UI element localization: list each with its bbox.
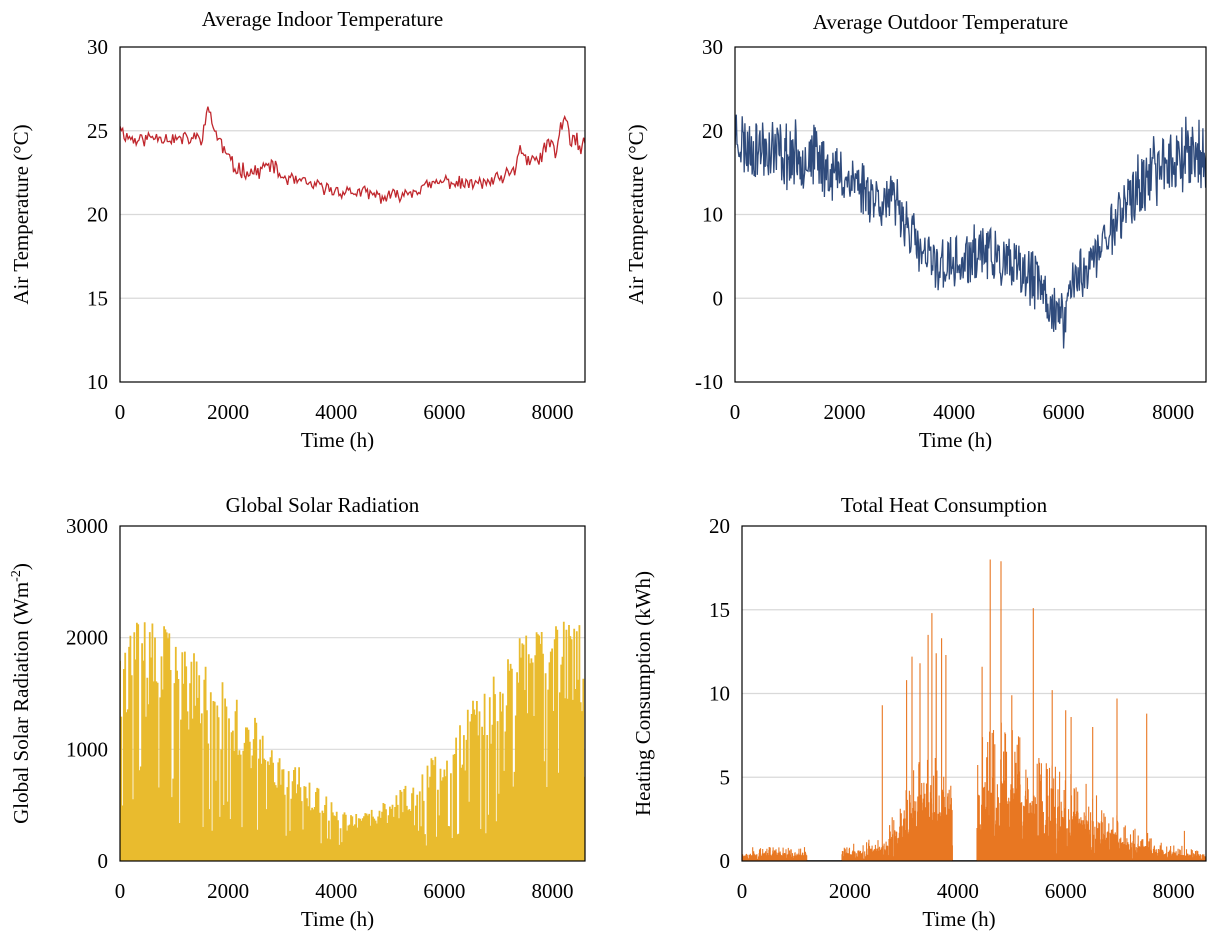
y-tick-label: 30 (87, 35, 108, 59)
y-tick-label: 30 (702, 35, 723, 59)
y-tick-label: 20 (702, 119, 723, 143)
x-tick-label: 8000 (1152, 400, 1194, 424)
chart-title: Total Heat Consumption (841, 493, 1048, 517)
y-tick-label: 20 (709, 514, 730, 538)
plot-area-frame (119, 46, 586, 383)
y-axis-label: Heating Consumption (kWh) (631, 571, 655, 816)
x-tick-label: 6000 (423, 879, 465, 903)
x-tick-label: 6000 (1043, 400, 1085, 424)
x-tick-label: 0 (115, 879, 126, 903)
chart-title: Average Outdoor Temperature (813, 10, 1068, 34)
series-heat (742, 559, 1206, 861)
series-spikes (742, 559, 1206, 861)
y-tick-label: 25 (87, 119, 108, 143)
series-outdoor (735, 114, 1206, 349)
y-tick-label: 5 (720, 765, 731, 789)
y-tick-label: 1000 (66, 737, 108, 761)
x-tick-label: 6000 (1045, 879, 1087, 903)
y-tick-label: 15 (709, 598, 730, 622)
series-indoor (120, 106, 585, 204)
x-tick-label: 4000 (937, 879, 979, 903)
series-bars (120, 621, 585, 861)
y-tick-label: 10 (702, 203, 723, 227)
plot-area-frame (734, 46, 1207, 383)
x-tick-label: 4000 (933, 400, 975, 424)
x-axis-label: Time (h) (301, 428, 374, 452)
y-tick-label: 3000 (66, 514, 108, 538)
x-tick-label: 8000 (1153, 879, 1195, 903)
series-solar (120, 621, 585, 861)
y-axis-label-tail: ) (9, 563, 33, 570)
x-tick-label: 2000 (207, 400, 249, 424)
x-tick-label: 2000 (824, 400, 866, 424)
x-tick-label: 0 (115, 400, 126, 424)
series-line (120, 106, 585, 204)
chart-title: Global Solar Radiation (226, 493, 420, 517)
x-tick-label: 4000 (315, 879, 357, 903)
y-axis-label: Air Temperature (°C) (624, 124, 648, 304)
y-tick-label: 0 (98, 849, 109, 873)
y-tick-label: -10 (695, 370, 723, 394)
series-line (735, 114, 1206, 349)
y-tick-label: 2000 (66, 626, 108, 650)
chart-solar: 0 1000 2000 3000 0 2000 4000 6000 8000 Global Sol… (9, 493, 586, 931)
x-tick-label: 6000 (423, 400, 465, 424)
chart-indoor: 10 15 20 25 30 0 2000 4000 6000 8000 Average Indoo… (9, 7, 586, 452)
y-axis-label-superscript: -2 (9, 570, 24, 582)
y-axis-label-main: Heating Consumption (kWh) (631, 571, 655, 816)
y-tick-label: 10 (87, 370, 108, 394)
x-tick-label: 0 (737, 879, 748, 903)
y-axis-label-main: Air Temperature (°C) (624, 124, 648, 304)
plot-area-frame (741, 525, 1207, 862)
x-tick-label: 8000 (532, 400, 574, 424)
x-tick-label: 0 (730, 400, 741, 424)
y-axis-label-main: Air Temperature (°C) (9, 124, 33, 304)
x-axis-label: Time (h) (922, 907, 995, 931)
x-axis-label: Time (h) (919, 428, 992, 452)
y-axis-label: Global Solar Radiation (Wm-2) (9, 563, 33, 824)
y-axis-label-main: Global Solar Radiation (Wm (9, 582, 33, 824)
y-tick-label: 10 (709, 682, 730, 706)
y-tick-label: 0 (720, 849, 731, 873)
x-tick-label: 2000 (207, 879, 249, 903)
chart-title: Average Indoor Temperature (202, 7, 443, 31)
chart-outdoor: -10 0 10 20 30 0 2000 4000 6000 8000 Average Outdo… (624, 10, 1207, 452)
chart-heat: 0 5 10 15 20 0 2000 4000 6000 8000 Total Heat Cons… (631, 493, 1207, 931)
y-axis-label: Air Temperature (°C) (9, 124, 33, 304)
plot-area-frame (119, 525, 586, 862)
x-tick-label: 8000 (532, 879, 574, 903)
y-tick-label: 20 (87, 203, 108, 227)
x-tick-label: 4000 (315, 400, 357, 424)
y-tick-label: 15 (87, 286, 108, 310)
x-tick-label: 2000 (829, 879, 871, 903)
x-axis-label: Time (h) (301, 907, 374, 931)
y-tick-label: 0 (713, 286, 724, 310)
